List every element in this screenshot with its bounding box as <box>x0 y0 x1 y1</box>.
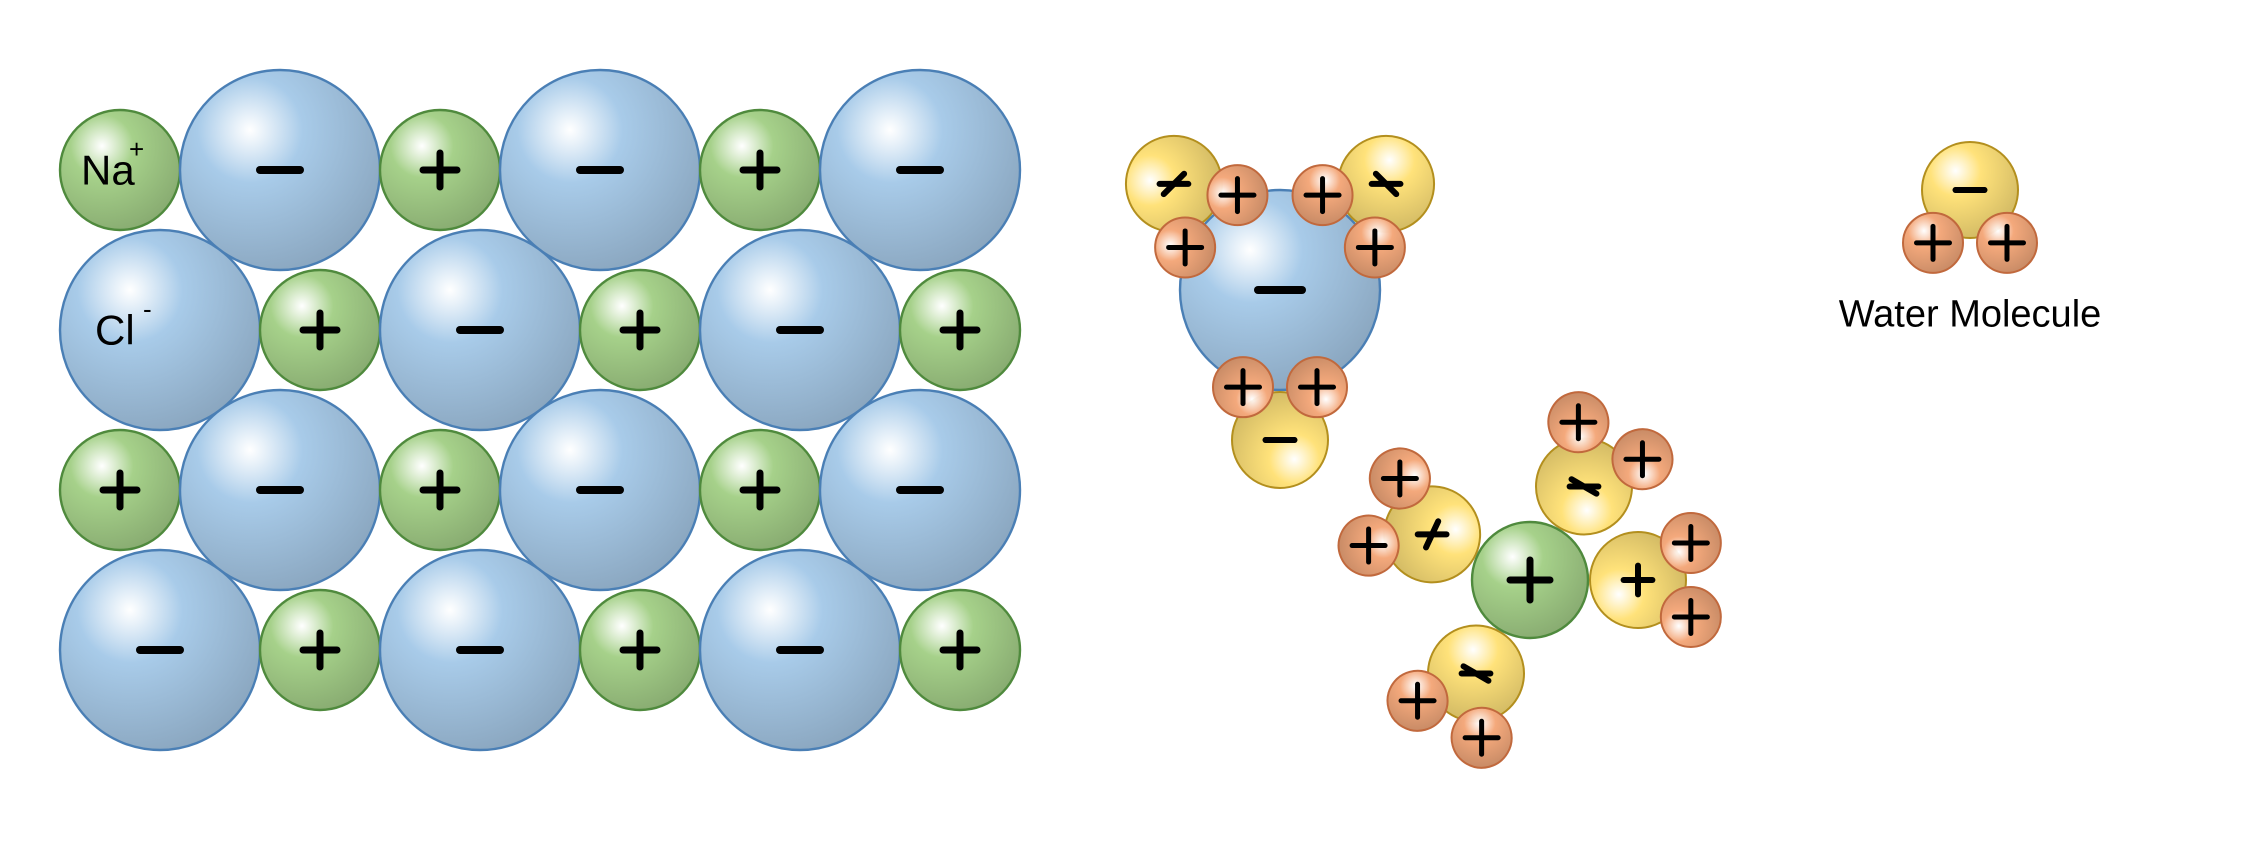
chloride-ion <box>60 230 260 430</box>
legend-water-molecule <box>1903 142 2037 273</box>
ion-label-sup: - <box>143 294 152 324</box>
ion-label-sup: + <box>129 134 144 164</box>
diagram-canvas: Na+ Cl- Water Molecule <box>0 0 2260 868</box>
water-molecule-caption: Water Molecule <box>1839 293 2102 335</box>
ion-label: Cl <box>95 307 135 354</box>
water-around-na <box>1590 513 1721 647</box>
ion-label: Na <box>81 147 135 194</box>
